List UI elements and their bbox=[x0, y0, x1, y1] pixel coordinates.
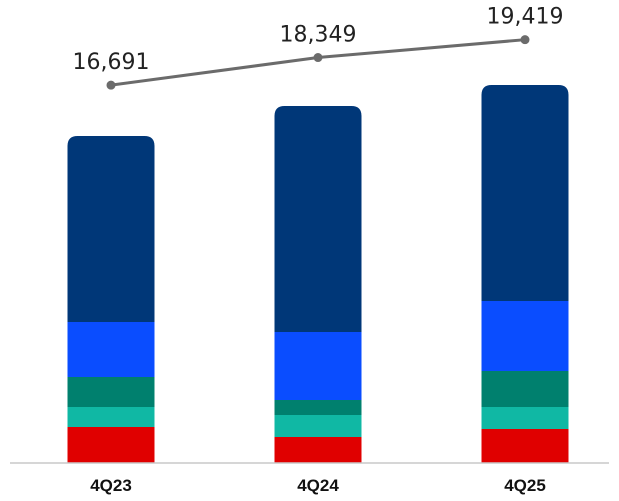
totals-line-layer bbox=[106, 35, 530, 90]
bar-segment-4q24-1 bbox=[274, 415, 362, 437]
bar-segment-4q24-0 bbox=[274, 437, 362, 463]
bar-segment-4q25-2 bbox=[481, 371, 569, 407]
bar-stack-4q23 bbox=[67, 136, 155, 463]
bar-segment-4q24-4 bbox=[274, 106, 362, 332]
x-tick-label: 4Q23 bbox=[90, 476, 132, 495]
totals-data-label: 16,691 bbox=[73, 50, 150, 75]
totals-data-label: 19,419 bbox=[487, 5, 564, 30]
bar-segment-4q23-3 bbox=[67, 322, 155, 377]
totals-point bbox=[106, 80, 116, 90]
totals-point bbox=[313, 53, 323, 63]
totals-point bbox=[520, 35, 530, 45]
bars-layer bbox=[67, 85, 569, 463]
bar-segment-4q24-3 bbox=[274, 332, 362, 400]
x-tick-label: 4Q25 bbox=[504, 476, 546, 495]
bar-segment-4q25-1 bbox=[481, 407, 569, 429]
bar-segment-4q25-0 bbox=[481, 429, 569, 463]
bar-segment-4q23-0 bbox=[67, 427, 155, 463]
x-tick-label: 4Q24 bbox=[297, 476, 339, 495]
bar-segment-4q25-3 bbox=[481, 301, 569, 371]
bar-segment-4q23-1 bbox=[67, 407, 155, 427]
bar-segment-4q23-4 bbox=[67, 136, 155, 322]
labels-layer: 4Q23 4Q24 4Q25 16,691 18,349 19,419 bbox=[73, 5, 564, 495]
bar-stack-4q24 bbox=[274, 106, 362, 463]
bar-stack-4q25 bbox=[481, 85, 569, 463]
totals-data-label: 18,349 bbox=[280, 23, 357, 48]
bar-segment-4q24-2 bbox=[274, 400, 362, 415]
bar-segment-4q23-2 bbox=[67, 377, 155, 407]
bar-segment-4q25-4 bbox=[481, 85, 569, 301]
